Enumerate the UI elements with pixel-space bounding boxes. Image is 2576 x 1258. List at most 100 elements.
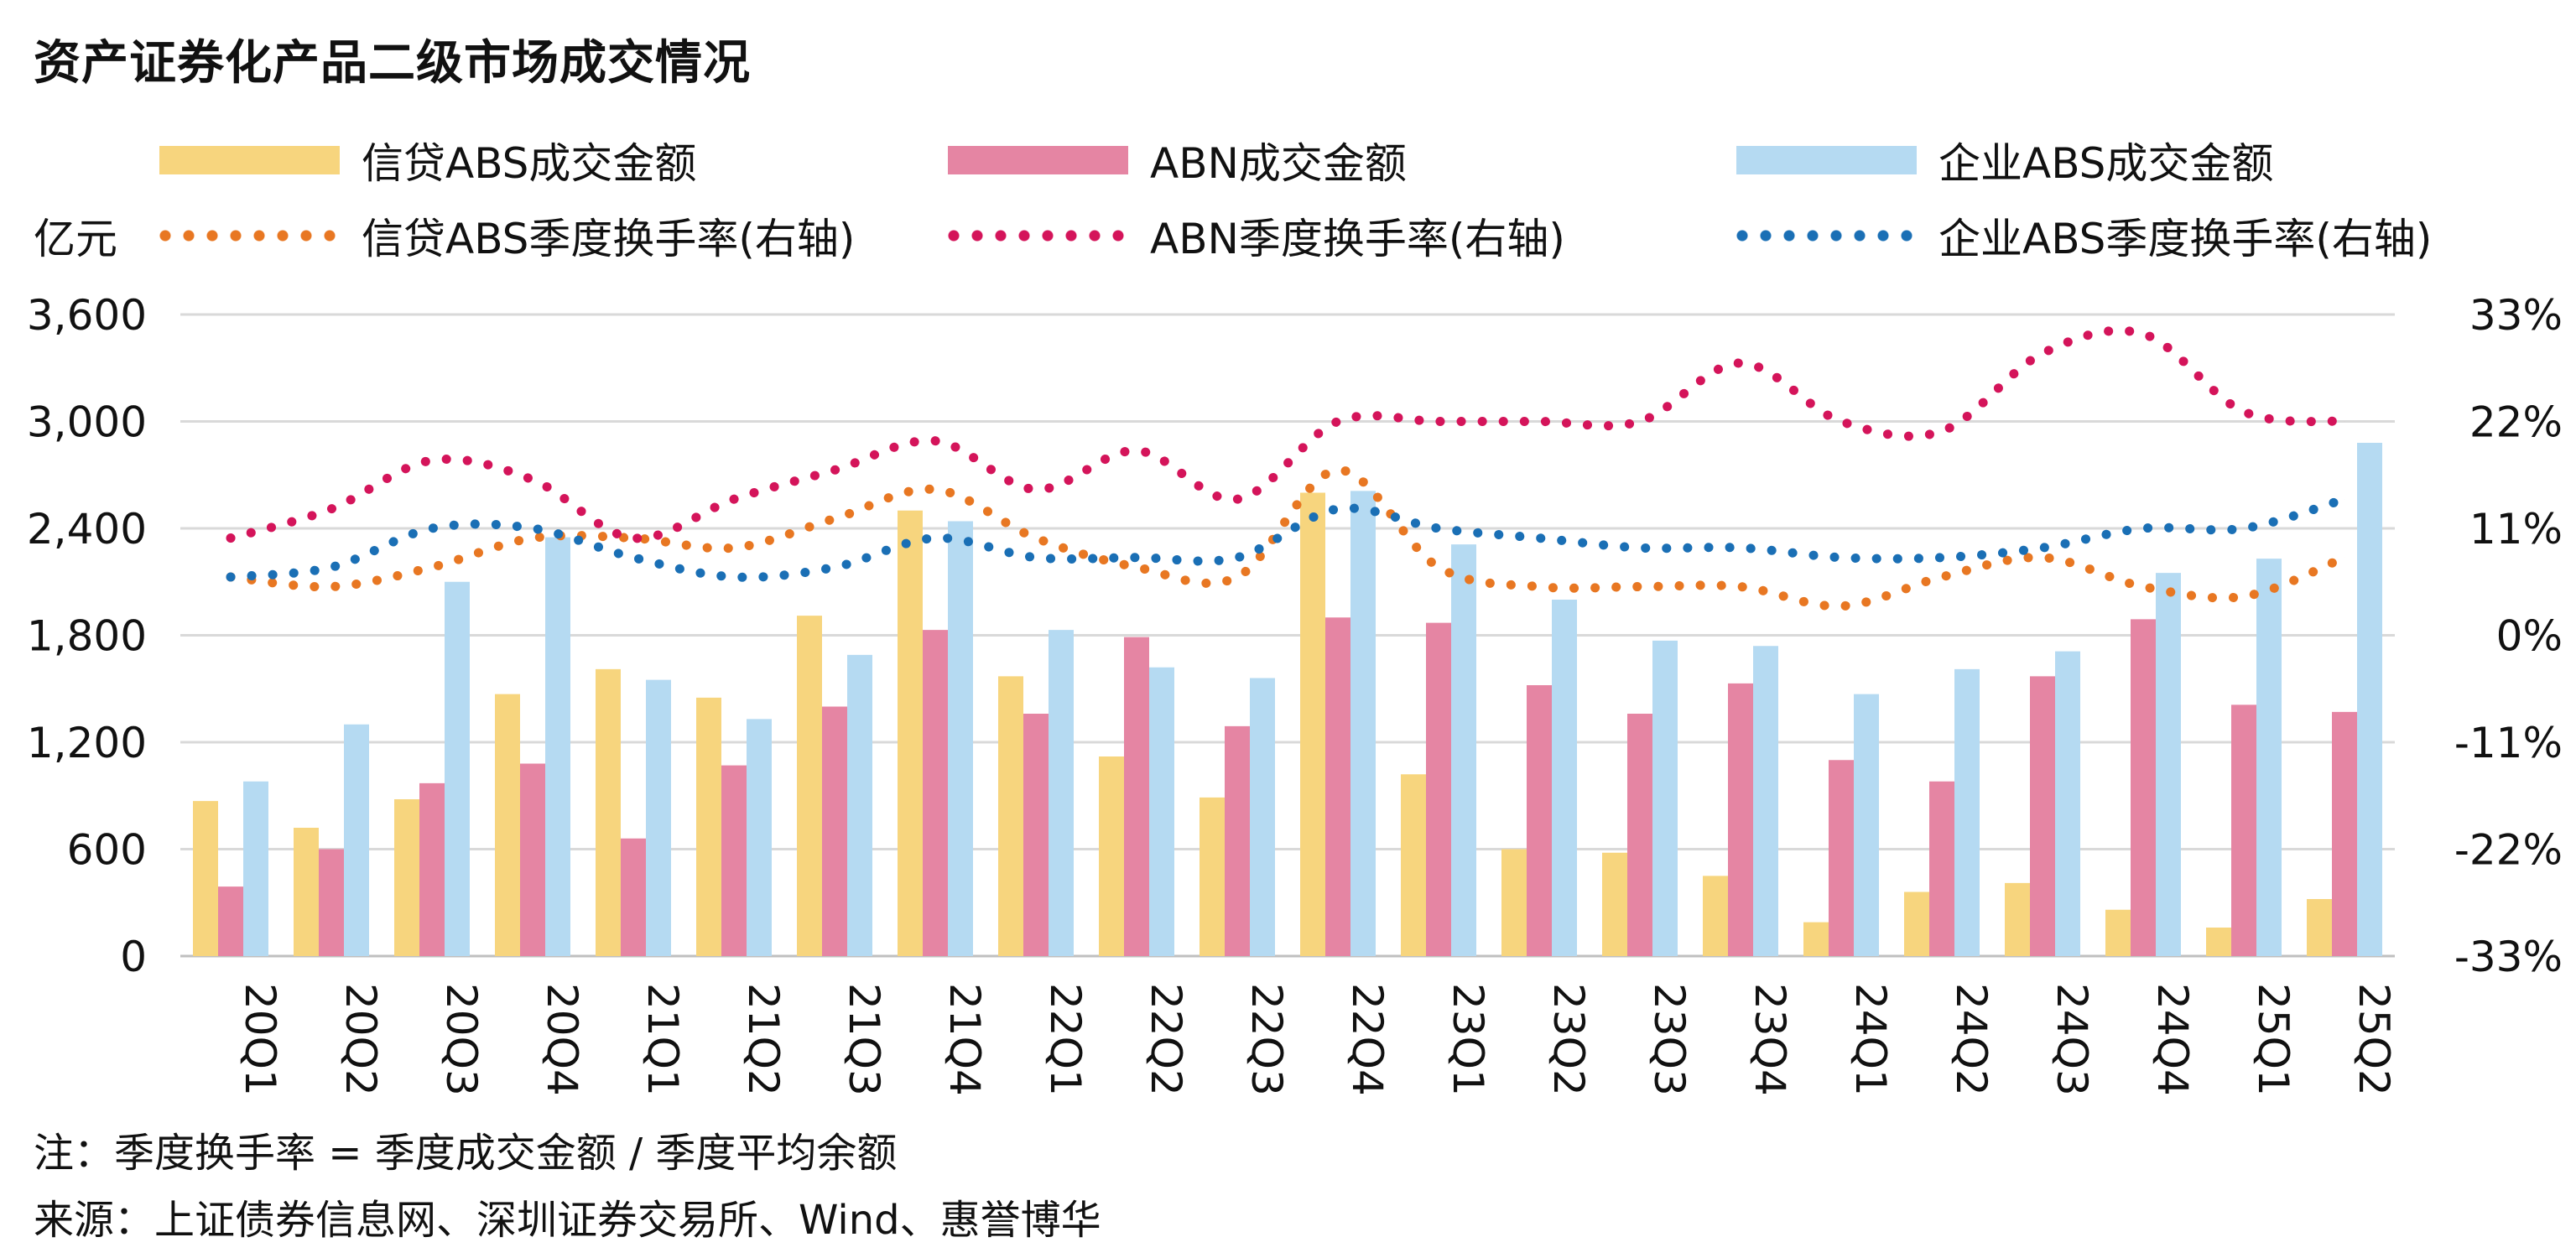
bar-credit-abs: [2105, 909, 2131, 956]
bar-corp-abs: [1552, 600, 1577, 956]
y2-tick-label: -11%: [2454, 719, 2563, 767]
y-tick-label: 2,400: [27, 505, 147, 554]
y-tick-label: 3,000: [27, 398, 147, 447]
bar-corp-abs: [2156, 573, 2181, 956]
legend-label-corp-line: 企业ABS季度换手率(右轴): [1939, 215, 2433, 263]
line-abn-turnover: [226, 325, 2350, 543]
legend-row-bars: 信贷ABS成交金额 ABN成交金额 企业ABS成交金额: [0, 130, 2576, 197]
bar-corp-abs: [2055, 651, 2080, 956]
legend-corp-bar: 企业ABS成交金额: [1736, 130, 2273, 190]
bar-abn: [419, 782, 445, 956]
legend-swatch-credit-bar: [159, 146, 340, 174]
x-tick-label: 24Q1: [1846, 983, 1895, 1096]
bar-credit-abs: [596, 668, 621, 956]
bar-abn: [1325, 617, 1350, 956]
x-tick-label: 22Q1: [1041, 983, 1090, 1096]
y2-tick-label: -33%: [2454, 933, 2563, 981]
bar-abn: [2332, 711, 2357, 956]
x-tick-label: 21Q3: [840, 983, 888, 1096]
x-tick-label: 23Q3: [1645, 983, 1694, 1096]
bar-corp-abs: [1049, 630, 1074, 956]
bar-abn: [1829, 760, 1854, 956]
bar-abn: [1728, 683, 1753, 956]
x-tick-label: 20Q1: [236, 983, 284, 1096]
x-tick-label: 24Q2: [1947, 983, 1996, 1096]
legend-swatch-abn-line: [948, 230, 1128, 242]
legend-swatch-abn-bar: [948, 146, 1128, 174]
y2-tick-label: 0%: [2496, 612, 2563, 661]
x-tick-label: 21Q1: [638, 983, 687, 1096]
x-tick-label: 21Q2: [739, 983, 788, 1096]
legend-row-lines: 信贷ABS季度换手率(右轴) ABN季度换手率(右轴) 企业ABS季度换手率(右…: [0, 205, 2576, 273]
legend-label-credit-bar: 信贷ABS成交金额: [362, 139, 697, 188]
bar-corp-abs: [1250, 678, 1275, 956]
y2-tick-label: 11%: [2469, 505, 2563, 554]
bar-corp-abs: [646, 679, 671, 956]
bar-credit-abs: [2206, 928, 2231, 956]
bar-credit-abs: [797, 616, 822, 956]
legend-abn-line: ABN季度换手率(右轴): [948, 205, 1565, 266]
bar-abn: [1426, 622, 1451, 956]
bar-corp-abs: [1854, 694, 1879, 956]
x-tick-label: 22Q2: [1142, 983, 1190, 1096]
x-tick-label: 23Q1: [1444, 983, 1492, 1096]
bar-corp-abs: [1350, 491, 1376, 956]
y2-tick-label: 22%: [2469, 398, 2563, 447]
legend-label-abn-line: ABN季度换手率(右轴): [1150, 215, 1565, 263]
y2-tick-label: -22%: [2454, 826, 2563, 875]
legend-credit-bar: 信贷ABS成交金额: [159, 130, 696, 190]
x-tick-label: 24Q4: [2148, 983, 2197, 1096]
footnote-turnover-definition: 注：季度换手率 = 季度成交金额 / 季度平均余额: [34, 1130, 898, 1177]
legend-swatch-corp-line: [1736, 230, 1917, 242]
x-tick-label: 22Q4: [1343, 983, 1392, 1096]
x-tick-label: 25Q1: [2249, 983, 2298, 1096]
bar-credit-abs: [2307, 899, 2332, 956]
bar-abn: [1929, 781, 1954, 956]
bar-corp-abs: [1753, 646, 1778, 956]
bar-credit-abs: [1200, 797, 1225, 956]
bar-abn: [1225, 725, 1250, 956]
bar-abn: [1023, 714, 1049, 956]
line-credit-abs-turnover: [226, 465, 2350, 611]
bar-credit-abs: [1501, 849, 1527, 956]
bar-corp-abs: [847, 654, 872, 956]
bar-abn: [1124, 637, 1149, 956]
bar-abn: [1627, 714, 1652, 956]
legend-credit-line: 信贷ABS季度换手率(右轴): [159, 205, 855, 266]
bar-corp-abs: [948, 521, 973, 956]
x-tick-label: 24Q3: [2048, 983, 2096, 1096]
legend-label-credit-line: 信贷ABS季度换手率(右轴): [362, 215, 856, 263]
bar-corp-abs: [445, 581, 470, 956]
bar-corp-abs: [2256, 559, 2282, 956]
bar-abn: [721, 765, 747, 956]
x-tick-label: 22Q3: [1242, 983, 1291, 1096]
y-tick-label: 1,200: [27, 719, 147, 767]
bar-abn: [319, 849, 344, 956]
x-tick-label: 20Q3: [437, 983, 486, 1096]
bar-credit-abs: [1703, 876, 1728, 956]
legend-swatch-credit-line: [159, 230, 340, 242]
bar-credit-abs: [1099, 756, 1124, 956]
y-tick-label: 3,600: [27, 291, 147, 340]
bar-corp-abs: [545, 537, 570, 956]
legend-label-corp-bar: 企业ABS成交金额: [1939, 139, 2274, 188]
x-tick-label: 21Q4: [940, 983, 989, 1096]
bar-credit-abs: [1300, 492, 1325, 956]
bar-credit-abs: [193, 801, 218, 956]
left-axis-unit: 亿元: [34, 215, 117, 263]
y-tick-label: 0: [120, 933, 147, 981]
x-tick-label: 20Q2: [336, 983, 385, 1096]
bar-corp-abs: [747, 719, 772, 956]
bar-credit-abs: [1904, 892, 1929, 956]
bar-credit-abs: [1602, 852, 1627, 956]
bar-corp-abs: [2357, 443, 2382, 956]
bar-credit-abs: [998, 676, 1023, 956]
bar-abn: [218, 886, 243, 956]
legend-abn-bar: ABN成交金额: [948, 130, 1407, 190]
bar-credit-abs: [898, 510, 923, 956]
x-tick-label: 25Q2: [2350, 983, 2398, 1096]
bar-credit-abs: [394, 799, 419, 956]
bar-abn: [520, 763, 545, 956]
footnote-source: 来源：上证债券信息网、深圳证券交易所、Wind、惠誉博华: [34, 1197, 1101, 1244]
